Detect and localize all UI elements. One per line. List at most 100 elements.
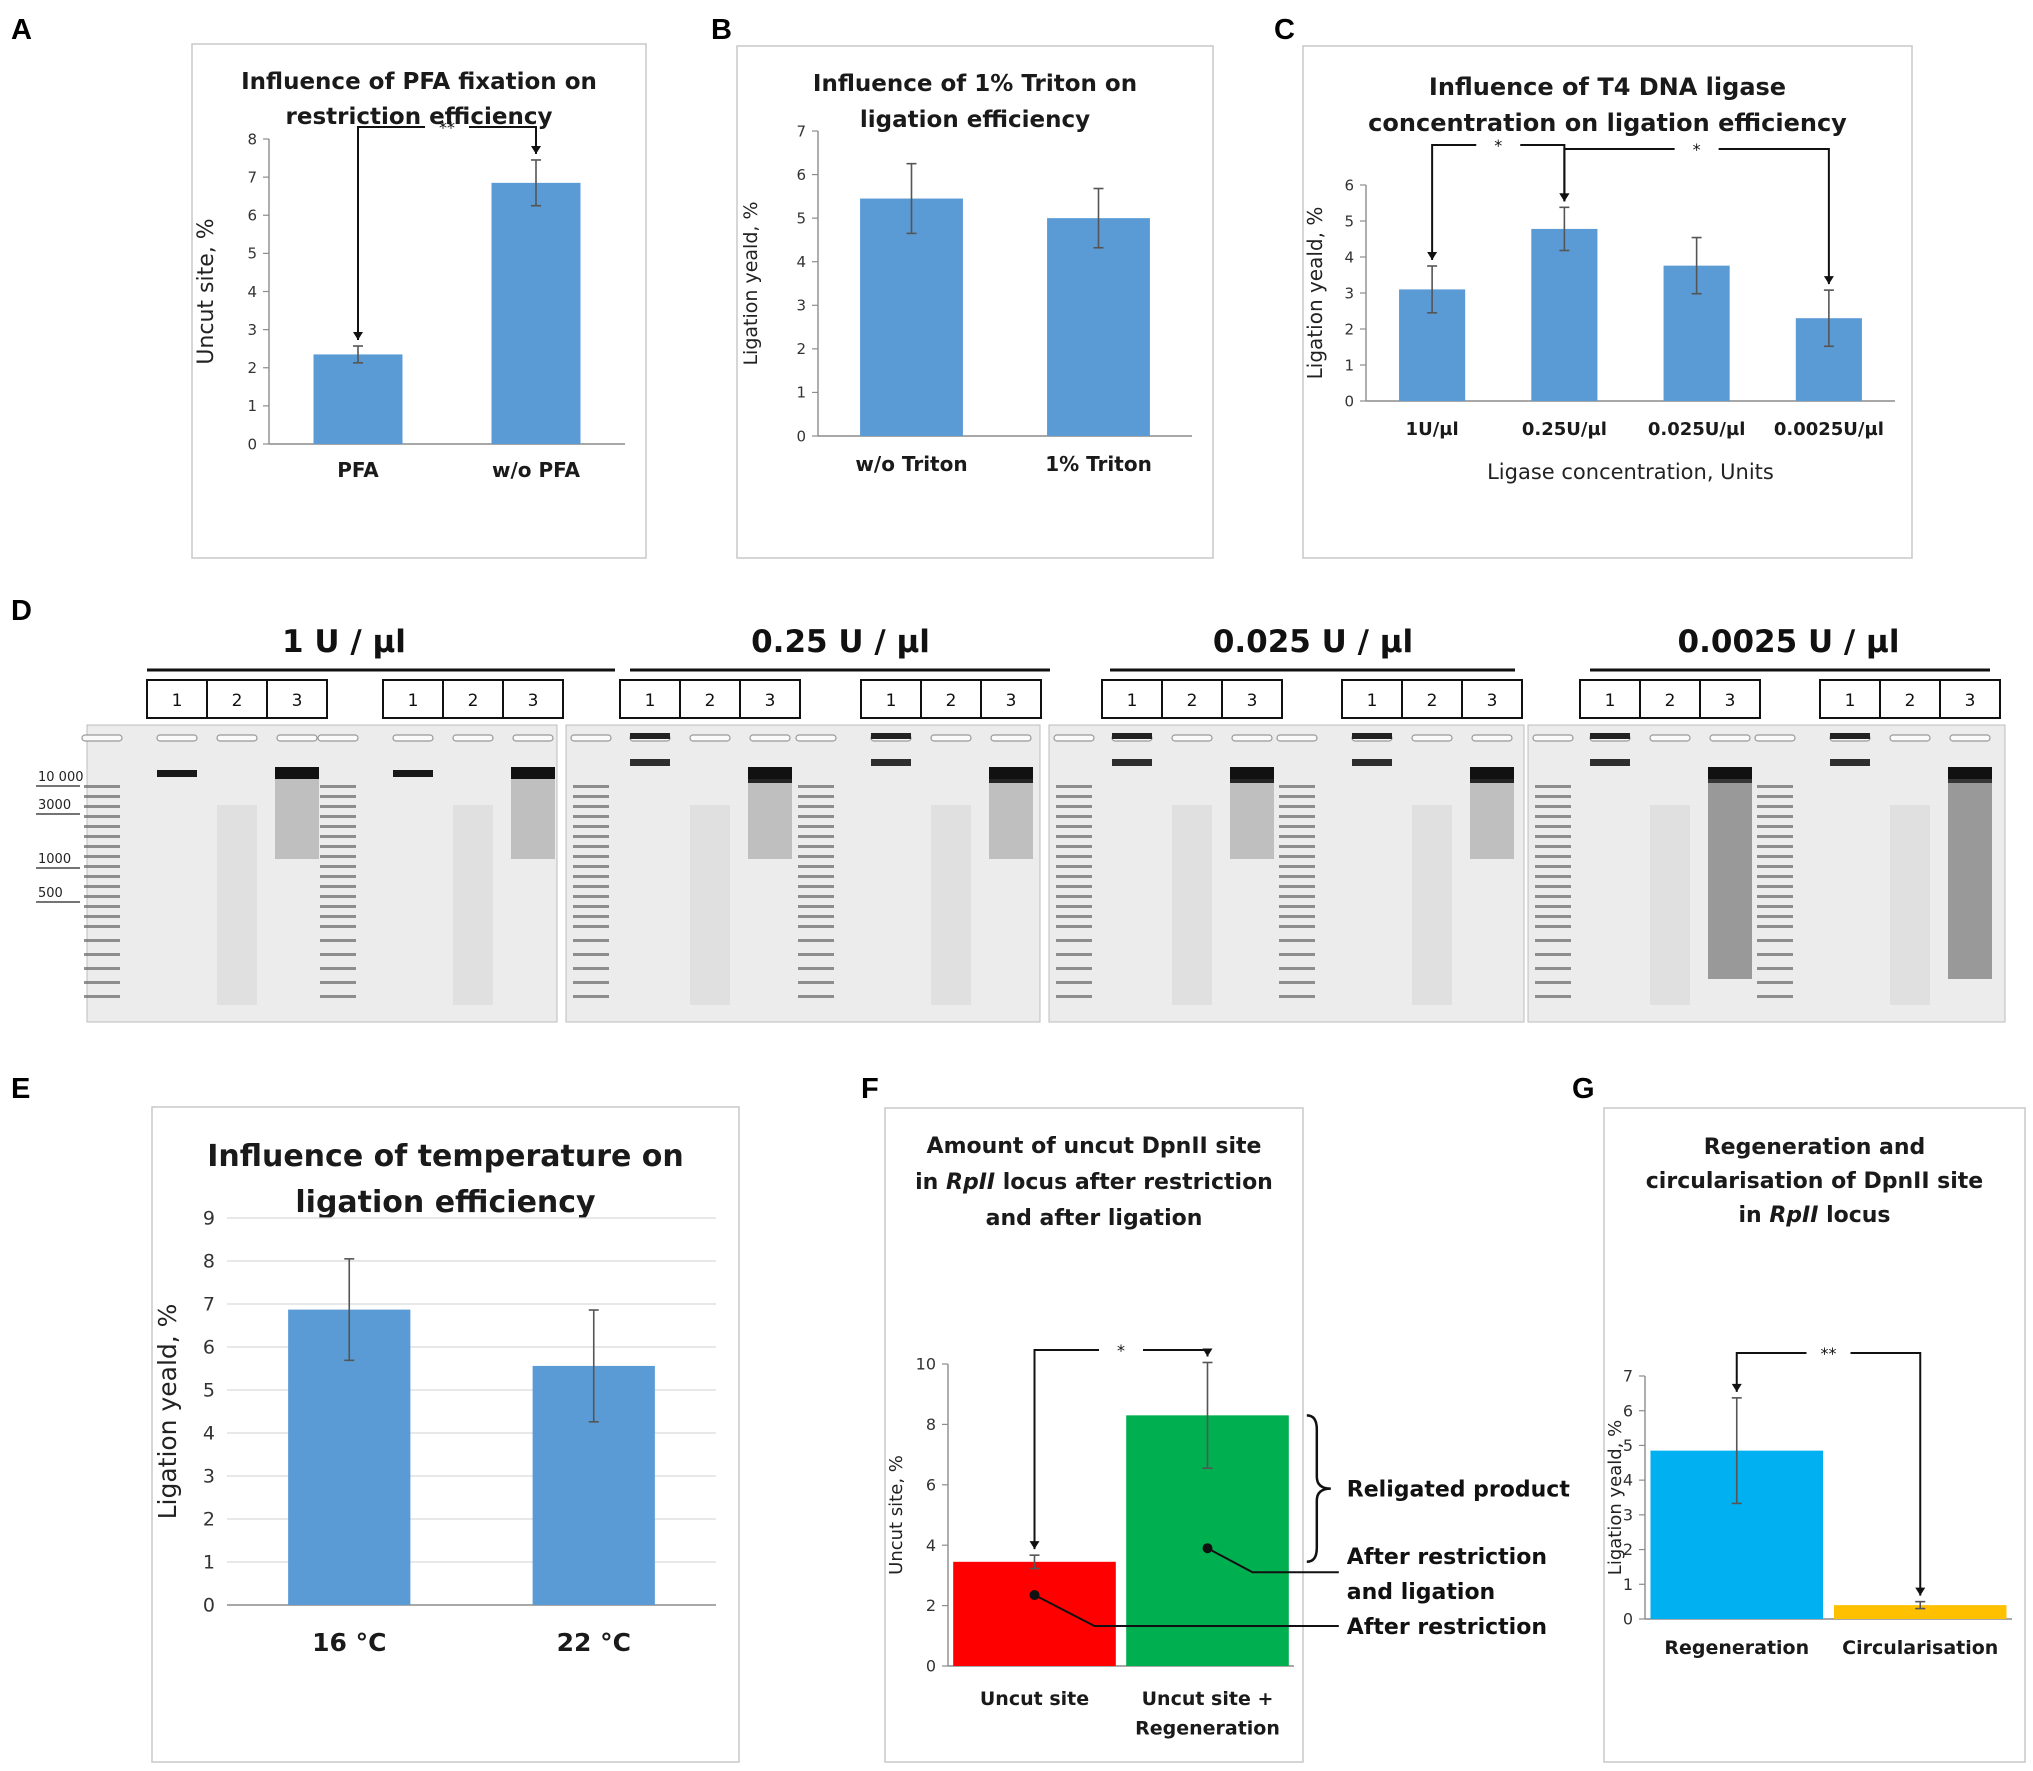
gel-heading-1u: 1 U / µl [282, 624, 406, 660]
gel-section-4-ladder-band [1757, 855, 1793, 858]
chart-c-category-label: 0.25U/µl [1522, 419, 1607, 440]
gel-section-1-ladder-band [320, 785, 356, 788]
gel-section-3-ladder-band [1056, 815, 1092, 818]
gel-section-4-well [1649, 734, 1691, 742]
gel-section-2-high-mw-band [630, 759, 670, 766]
gel-section-2-lane-number: 1 [645, 691, 656, 711]
chart-a-title-line: Influence of PFA fixation on [241, 69, 597, 95]
gel-section-2-lane-number: 1 [886, 691, 897, 711]
chart-b-category-label: w/o Triton [855, 452, 967, 476]
gel-section-2-faint-smear [690, 805, 730, 1005]
chart-c-title-line: Influence of T4 DNA ligase [1429, 73, 1786, 101]
gel-section-3-ladder-band [1279, 905, 1315, 908]
chart-f-point-after-ligation [1202, 1543, 1213, 1554]
gel-section-2-well [930, 734, 972, 742]
gel-section-3-ladder-band [1056, 845, 1092, 848]
gel-section-2-ladder-band [798, 981, 834, 984]
gel-ladder-size-label: 500 [38, 886, 63, 901]
gel-section-2-lane-box [619, 679, 681, 719]
chart-g-title-line: circularisation of DpnII site [1646, 1169, 1983, 1194]
chart-a-y-label: Uncut site, % [194, 218, 219, 364]
chart-a-bar [491, 182, 581, 444]
gel-section-4-ladder-band [1535, 967, 1571, 970]
gel-section-4-lane-box [1699, 679, 1761, 719]
gel-section-1-lane-box [382, 679, 444, 719]
gel-section-2-ladder-band [798, 953, 834, 956]
gel-section-3-ladder-band [1279, 855, 1315, 858]
panel-letter-g: G [1572, 1073, 1595, 1105]
gel-section-1-lane-number: 2 [232, 691, 243, 711]
chart-f-religated-brace [1306, 1414, 1331, 1564]
chart-b-bar [860, 198, 963, 436]
gel-section-3-ladder-band [1279, 805, 1315, 808]
gel-section-1-ladder-band [320, 953, 356, 956]
gel-section-1-ladder-band [320, 915, 356, 918]
gel-section-1-smear [511, 779, 555, 859]
gel-section-3-well [1276, 734, 1318, 742]
gel-section-3-well-retained-band [1352, 733, 1392, 739]
gel-section-1-lane-box [502, 679, 564, 719]
gel-section-3-ladder-band [1056, 795, 1092, 798]
gel-section-3-high-mw-band [1352, 759, 1392, 766]
gel-section-2-ladder-band [573, 815, 609, 818]
gel-section-1-lane-number: 2 [468, 691, 479, 711]
gel-section-4-ladder-band [1535, 905, 1571, 908]
gel-section-2-main-band [989, 767, 1033, 783]
gel-section-2-ladder-band [798, 895, 834, 898]
gel-section-4-ladder-band [1757, 845, 1793, 848]
chart-a-bar [313, 354, 403, 444]
gel-section-4-lane-number: 1 [1845, 691, 1856, 711]
gel-section-1-ladder-band [84, 785, 120, 788]
chart-g-y-label: Ligation yeald, % [1605, 1420, 1626, 1575]
panel-letter-f: F [861, 1073, 879, 1105]
chart-c-y-tick-label: 5 [1344, 212, 1354, 230]
gel-section-1-ladder-band [320, 805, 356, 808]
panel-letter-a: A [11, 14, 32, 46]
panel-letter-c: C [1274, 14, 1295, 46]
gel-section-3-ladder-band [1279, 895, 1315, 898]
gel-section-1-ladder-band [84, 825, 120, 828]
chart-e-y-tick-label: 9 [203, 1208, 215, 1230]
chart-f-leader-after-ligation [1207, 1547, 1339, 1574]
gel-section-4-ladder-band [1535, 915, 1571, 918]
chart-g-title-line: in RpII locus [1738, 1203, 1890, 1228]
chart-c-bar [1531, 228, 1598, 401]
gel-section-4-ladder-band [1535, 953, 1571, 956]
gel-section-3-lane-box [1221, 679, 1283, 719]
gel-section-3-ladder-band [1056, 967, 1092, 970]
gel-section-1-ladder-band [84, 981, 120, 984]
gel-section-4-well [1754, 734, 1796, 742]
chart-g-bar [1834, 1605, 2007, 1619]
gel-section-3-ladder-band [1279, 885, 1315, 888]
gel-section-3-lane-box [1101, 679, 1163, 719]
gel-section-3-ladder-band [1279, 915, 1315, 918]
gel-section-3-lane-box [1461, 679, 1523, 719]
gel-section-3-gel-background [1048, 724, 1525, 1023]
gel-section-2-main-band [748, 767, 792, 783]
chart-f-significance-label: * [1117, 1341, 1125, 1360]
gel-section-2-lane-number: 2 [946, 691, 957, 711]
chart-a-significance-bracket [357, 126, 537, 341]
chart-e-temperature: Influence of temperature on ligation effi… [151, 1106, 740, 1763]
gel-section-3-lane-number: 3 [1247, 691, 1258, 711]
gel-section-1-ladder-band [84, 939, 120, 942]
chart-c-y-tick-label: 2 [1344, 320, 1354, 338]
chart-c-category-label: 0.025U/µl [1648, 419, 1746, 440]
chart-e-y-tick-label: 0 [203, 1595, 215, 1617]
gel-section-1-ladder-band [320, 995, 356, 998]
gel-section-3-well [1231, 734, 1273, 742]
gel-section-1-ladder-band [84, 845, 120, 848]
gel-section-4-ladder-band [1535, 815, 1571, 818]
gel-section-1-ladder-band [84, 805, 120, 808]
chart-b-y-tick-label: 6 [796, 166, 806, 184]
gel-section-4-ladder-band [1535, 855, 1571, 858]
gel-section-1-ladder-band [320, 905, 356, 908]
chart-g-y-tick-label: 6 [1623, 1401, 1633, 1420]
gel-section-2-ladder-band [798, 925, 834, 928]
chart-g-significance-bracket [1735, 1352, 1922, 1596]
gel-section-2-ladder-band [573, 875, 609, 878]
gel-section-4-ladder-band [1757, 835, 1793, 838]
gel-section-4-ladder-band [1757, 905, 1793, 908]
chart-e-y-tick-label: 5 [203, 1380, 215, 1402]
gel-ladder-size-label: 3000 [38, 798, 71, 813]
